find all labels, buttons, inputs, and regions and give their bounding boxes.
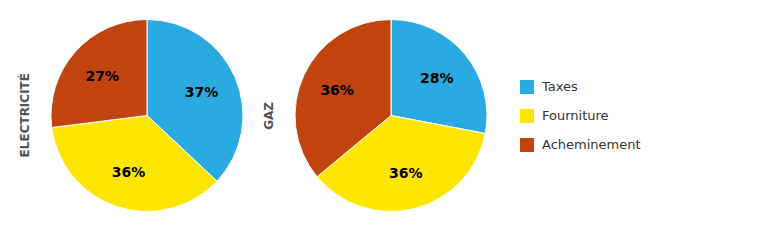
svg-text:27%: 27% [86, 68, 120, 84]
svg-text:36%: 36% [320, 82, 354, 98]
html-text:GAZ: GAZ [262, 101, 276, 130]
svg-text:36%: 36% [389, 165, 423, 181]
html-text:Taxes: Taxes [542, 79, 578, 94]
svg-text:28%: 28% [420, 70, 454, 86]
html-text:Fourniture: Fourniture [542, 108, 609, 123]
html-text:Acheminement: Acheminement [542, 137, 641, 152]
svg-text:36%: 36% [112, 164, 146, 180]
html-text:ELECTRICITÉ: ELECTRICITÉ [18, 73, 32, 158]
svg-text:37%: 37% [185, 84, 219, 100]
